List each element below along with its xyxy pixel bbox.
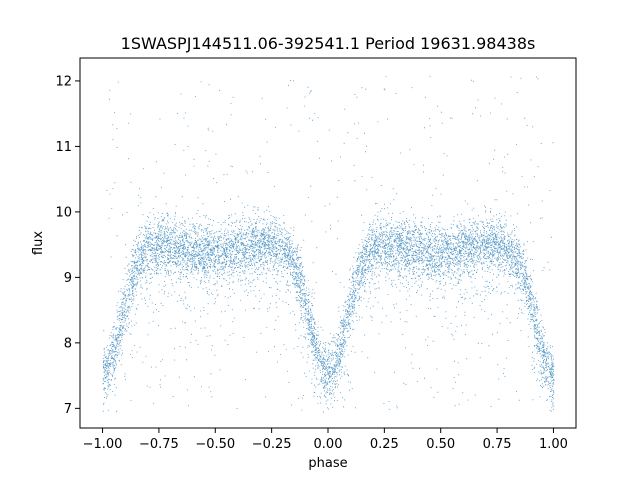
x-tick-label: 0.50 [426,437,455,452]
y-tick-label: 9 [64,271,72,286]
chart-title: 1SWASPJ144511.06-392541.1 Period 19631.9… [121,34,536,53]
x-tick-label: 0.75 [483,437,512,452]
x-axis: −1.00 −0.75 −0.50 −0.25 0.00 0.25 0.50 0.75 1.00 [83,428,568,452]
x-tick-label: 0.00 [314,437,343,452]
y-axis: 7 8 9 10 11 12 [55,74,80,417]
y-tick-label: 12 [55,74,72,89]
x-tick-label: −0.25 [252,437,292,452]
x-tick-label: −0.75 [139,437,179,452]
x-tick-label: 1.00 [539,437,568,452]
x-tick-label: 0.25 [370,437,399,452]
x-tick-label: −1.00 [83,437,123,452]
y-tick-label: 8 [64,336,72,351]
x-tick-label: −0.50 [195,437,235,452]
y-tick-label: 7 [64,402,72,417]
y-tick-label: 10 [55,205,72,220]
x-axis-label: phase [308,456,347,471]
y-tick-label: 11 [55,140,72,155]
y-axis-label: flux [31,231,46,255]
